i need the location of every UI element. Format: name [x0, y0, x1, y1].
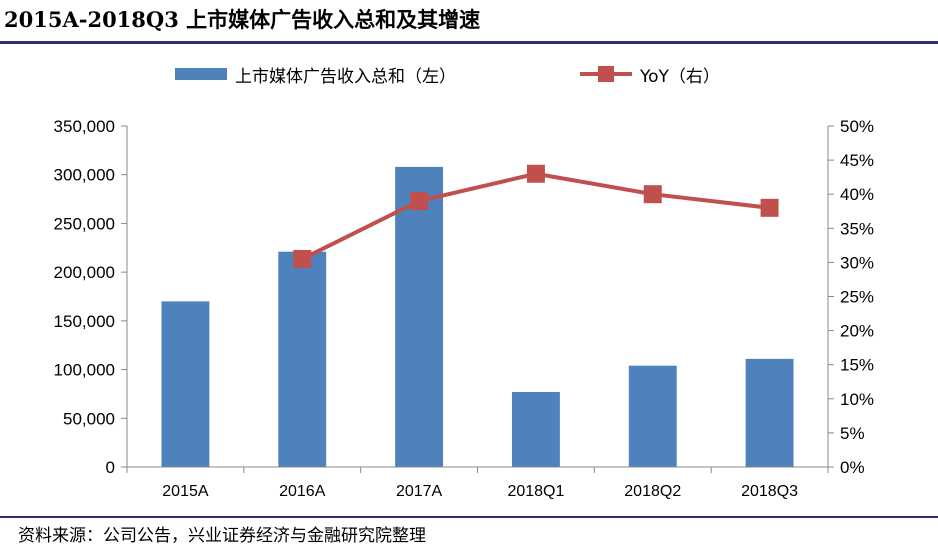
- source-note: 资料来源：公司公告，兴业证券经济与金融研究院整理: [18, 526, 426, 546]
- x-tick-label: 2015A: [162, 483, 209, 500]
- y-right-tick-label: 0%: [840, 458, 865, 477]
- yoy-marker: [526, 164, 545, 183]
- y-left-tick-label: 0: [106, 458, 115, 477]
- y-right-tick-label: 25%: [840, 288, 874, 307]
- y-left-tick-label: 100,000: [54, 361, 115, 380]
- legend-swatch-marker: [598, 66, 614, 82]
- x-tick-label: 2018Q1: [507, 483, 564, 500]
- y-left-tick-label: 350,000: [54, 117, 115, 136]
- y-right-tick-label: 45%: [840, 151, 874, 170]
- x-tick-label: 2018Q3: [741, 483, 798, 500]
- x-tick-label: 2016A: [279, 483, 326, 500]
- y-left-tick-label: 250,000: [54, 214, 115, 233]
- y-left-tick-label: 200,000: [54, 263, 115, 282]
- legend-swatch-bar: [175, 68, 227, 80]
- legend: 上市媒体广告收入总和（左） YoY（右）: [0, 62, 938, 88]
- y-left-tick-label: 50,000: [63, 409, 115, 428]
- bar: [161, 301, 210, 467]
- yoy-marker: [293, 249, 312, 268]
- x-tick-label: 2018Q2: [624, 483, 681, 500]
- y-right-tick-label: 30%: [840, 253, 874, 272]
- y-right-tick-label: 50%: [840, 117, 874, 136]
- legend-label-bar: 上市媒体广告收入总和（左）: [235, 67, 456, 87]
- y-right-tick-label: 40%: [840, 185, 874, 204]
- y-right-tick-label: 10%: [840, 390, 874, 409]
- yoy-marker: [643, 185, 662, 204]
- bar-series: [161, 166, 794, 468]
- yoy-marker: [760, 198, 779, 217]
- chart-title: 2015A-2018Q3 上市媒体广告收入总和及其增速: [4, 7, 481, 32]
- y-right-tick-label: 15%: [840, 356, 874, 375]
- y-left-tick-label: 150,000: [54, 312, 115, 331]
- x-axis: 2015A 2016A 2017A 2018Q1 2018Q2 2018Q3: [126, 466, 829, 500]
- title-rule: [0, 41, 938, 44]
- legend-label-line: YoY（右）: [640, 67, 720, 87]
- y-right-tick-label: 35%: [840, 219, 874, 238]
- yoy-marker: [410, 192, 429, 211]
- yoy-line: [301, 171, 770, 261]
- bar: [745, 358, 794, 467]
- bar: [628, 365, 677, 467]
- x-tick-label: 2017A: [396, 483, 443, 500]
- y-axis-left: 0 50,000 100,000 150,000 200,000 250,000 300,0…: [54, 117, 128, 477]
- bar: [395, 166, 444, 468]
- bar: [278, 251, 327, 467]
- y-right-tick-label: 20%: [840, 322, 874, 341]
- source-rule: [0, 516, 938, 518]
- y-left-tick-label: 300,000: [54, 166, 115, 185]
- y-axis-right: 0% 5% 10% 15% 20% 25% 30% 35% 40% 45% 50%: [827, 117, 874, 477]
- y-right-tick-label: 5%: [840, 424, 865, 443]
- bar: [511, 391, 560, 467]
- line-series: [293, 164, 779, 268]
